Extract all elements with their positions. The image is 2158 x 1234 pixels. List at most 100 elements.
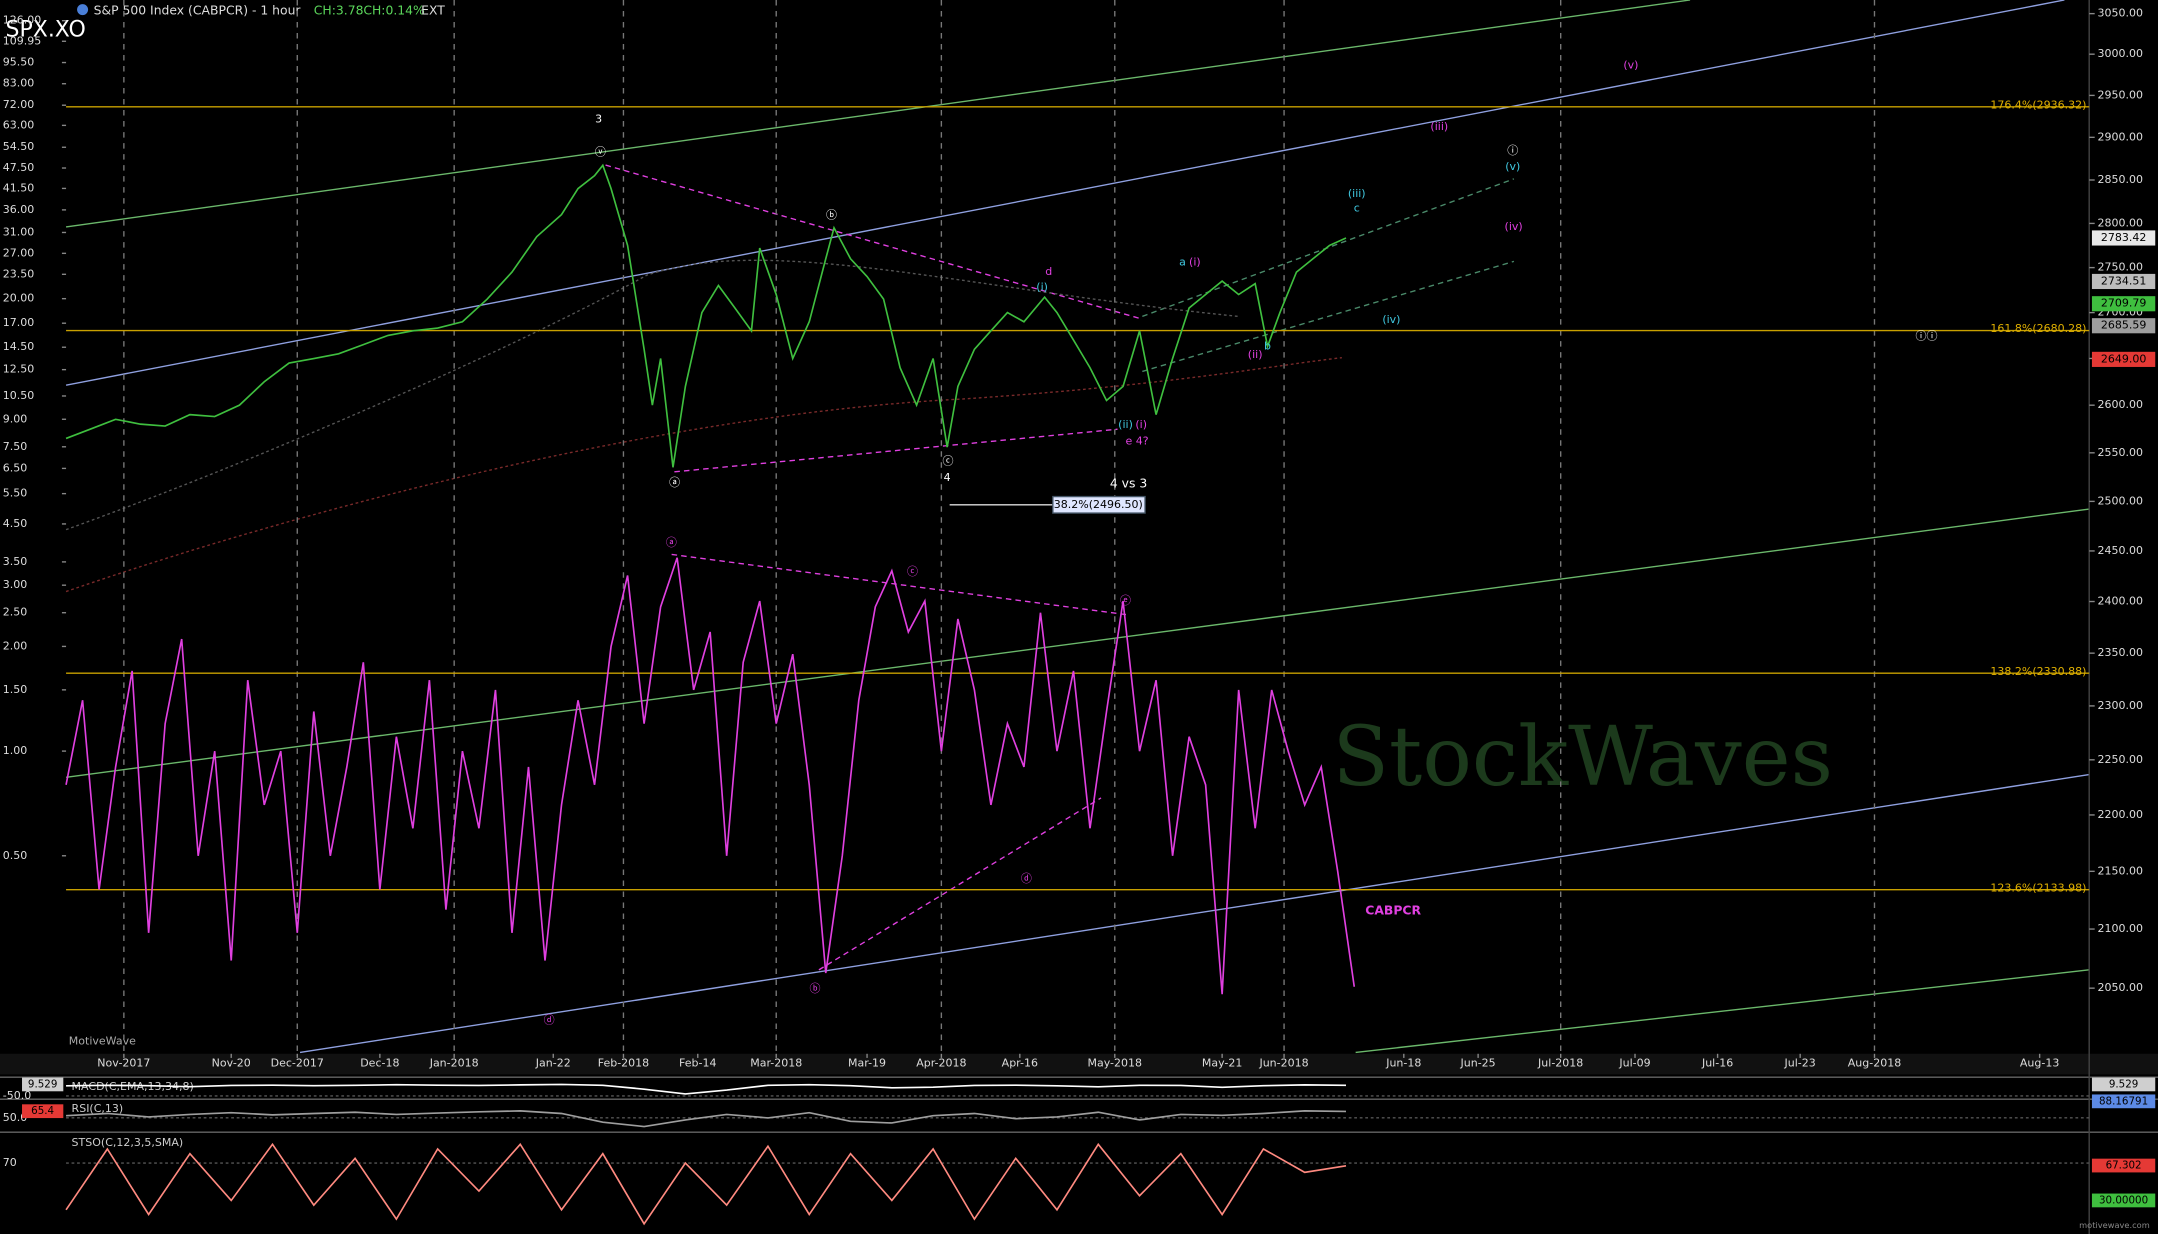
wave-label: ⓘ xyxy=(1507,144,1518,157)
y2-tick-label: 41.50 xyxy=(3,181,35,194)
y2-tick-label: 0.50 xyxy=(3,849,28,862)
wave-label: (iii) xyxy=(1430,120,1448,133)
wave-label: (iii) xyxy=(1348,187,1366,200)
value-marker-label: 9.529 xyxy=(2109,1078,2138,1090)
wave-label: ⓘⓘ xyxy=(1916,329,1938,342)
status-dot xyxy=(77,4,89,16)
y2-tick-label: 1.00 xyxy=(3,744,28,757)
footer: motivewave.com xyxy=(2079,1220,2150,1230)
series-line xyxy=(65,1142,1347,1226)
date-axis-band xyxy=(0,1053,2158,1075)
price-marker xyxy=(2091,273,2156,290)
y-tick-label: 3050.00 xyxy=(2097,7,2143,20)
wave-label: (v) xyxy=(1505,160,1520,173)
wave-label: b xyxy=(1264,339,1271,352)
wave-label: d xyxy=(1045,265,1052,278)
x-tick-label: Jul-2018 xyxy=(1537,1056,1583,1069)
change: CH:3.78 xyxy=(314,4,364,18)
channel-line xyxy=(299,773,2090,1054)
wave-label: 3 xyxy=(595,113,602,126)
x-tick-label: Jul-09 xyxy=(1618,1056,1650,1069)
y2-tick-label: 72.00 xyxy=(3,98,35,111)
wave-label: (ii) xyxy=(1248,348,1263,361)
x-tick-label: Jun-25 xyxy=(1460,1056,1496,1069)
x-tick-label: May-21 xyxy=(1202,1056,1243,1069)
price-marker xyxy=(2091,230,2156,246)
y2-tick-label: 12.50 xyxy=(3,363,35,376)
x-tick-label: Apr-16 xyxy=(1002,1056,1038,1069)
y2-tick-label: 7.50 xyxy=(3,440,28,453)
channel-line xyxy=(65,0,1691,228)
y2-tick-label: 2.00 xyxy=(3,639,28,652)
channel-line xyxy=(65,508,2090,778)
series-label: CABPCR xyxy=(1365,904,1421,918)
value-marker xyxy=(22,1104,64,1119)
y2-tick-label: 9.00 xyxy=(3,412,28,425)
y2-tick-label: 36.00 xyxy=(3,203,35,216)
moving-average xyxy=(65,356,1342,593)
series-line xyxy=(65,163,1347,468)
y-tick-label: 2150.00 xyxy=(2097,864,2143,877)
y-tick-label: 2300.00 xyxy=(2097,699,2143,712)
wave-label: e 4? xyxy=(1126,434,1149,447)
wave-label: ⓐ xyxy=(666,536,677,549)
x-tick-label: Nov-2017 xyxy=(97,1056,150,1069)
y2-tick-label: 23.50 xyxy=(3,267,35,280)
y2-tick-label: 83.00 xyxy=(3,77,35,90)
wave-label: ⓒ xyxy=(942,454,953,467)
value-marker-label: 30.00000 xyxy=(2099,1194,2148,1206)
price-marker-label: 2783.42 xyxy=(2101,231,2147,244)
value-marker xyxy=(2091,1094,2156,1109)
wave-line xyxy=(818,797,1102,971)
wave-line xyxy=(674,428,1118,473)
y-tick-label: 2750.00 xyxy=(2097,261,2143,274)
y-tick-label: 2400.00 xyxy=(2097,595,2143,608)
wave-label: ⓑ xyxy=(826,209,837,222)
x-tick-label: Feb-2018 xyxy=(598,1056,649,1069)
price-marker-label: 2734.51 xyxy=(2101,274,2147,287)
x-tick-label: Dec-2017 xyxy=(271,1056,324,1069)
retracement-box xyxy=(1052,495,1146,514)
wave-label: (i) xyxy=(1135,418,1147,431)
price-marker-label: 2685.59 xyxy=(2101,319,2147,332)
x-tick-label: Apr-2018 xyxy=(916,1056,966,1069)
wave-label: (v) xyxy=(1623,59,1638,72)
panel-tick-label: -50.0 xyxy=(3,1089,31,1102)
y2-tick-label: 3.00 xyxy=(3,578,28,591)
value-marker-label: 9.529 xyxy=(28,1078,57,1090)
wave-label: (iv) xyxy=(1505,220,1523,233)
wave-label: ⓓ xyxy=(1021,872,1032,885)
fib-label: 123.6%(2133.98) xyxy=(1990,881,2086,894)
y-tick-label: 2600.00 xyxy=(2097,398,2143,411)
x-tick-label: Dec-18 xyxy=(360,1056,399,1069)
y2-tick-label: 54.50 xyxy=(3,140,35,153)
channel-line xyxy=(65,0,2065,386)
watermark: StockWaves xyxy=(1332,709,1833,805)
y2-tick-label: 63.00 xyxy=(3,118,35,131)
price-marker-label: 2649.00 xyxy=(2101,352,2147,365)
fib-label: 161.8%(2680.28) xyxy=(1990,322,2086,335)
y-tick-label: 2500.00 xyxy=(2097,494,2143,507)
y2-tick-label: 17.00 xyxy=(3,316,35,329)
retracement-note: 4 vs 3 xyxy=(1110,477,1147,491)
value-marker xyxy=(2091,1077,2156,1092)
y2-tick-label: 126.00 xyxy=(3,14,42,27)
y-tick-label: 2250.00 xyxy=(2097,753,2143,766)
panel-label: RSI(C,13) xyxy=(72,1102,124,1115)
y-tick-label: 2450.00 xyxy=(2097,544,2143,557)
x-tick-label: Aug-2018 xyxy=(1848,1056,1901,1069)
wave-label: ⓔ xyxy=(1120,594,1131,607)
wave-label: ⓒ xyxy=(907,565,918,578)
wave-label: ⓑ xyxy=(810,982,821,995)
y2-tick-label: 5.50 xyxy=(3,487,28,500)
x-tick-label: Jan-22 xyxy=(535,1056,571,1069)
y-tick-label: 2350.00 xyxy=(2097,646,2143,659)
wave-line xyxy=(1142,260,1515,373)
x-tick-label: Feb-14 xyxy=(679,1056,716,1069)
y-tick-label: 2050.00 xyxy=(2097,981,2143,994)
y2-tick-label: 4.50 xyxy=(3,517,28,530)
y2-tick-label: 10.50 xyxy=(3,389,35,402)
value-marker xyxy=(22,1077,64,1092)
